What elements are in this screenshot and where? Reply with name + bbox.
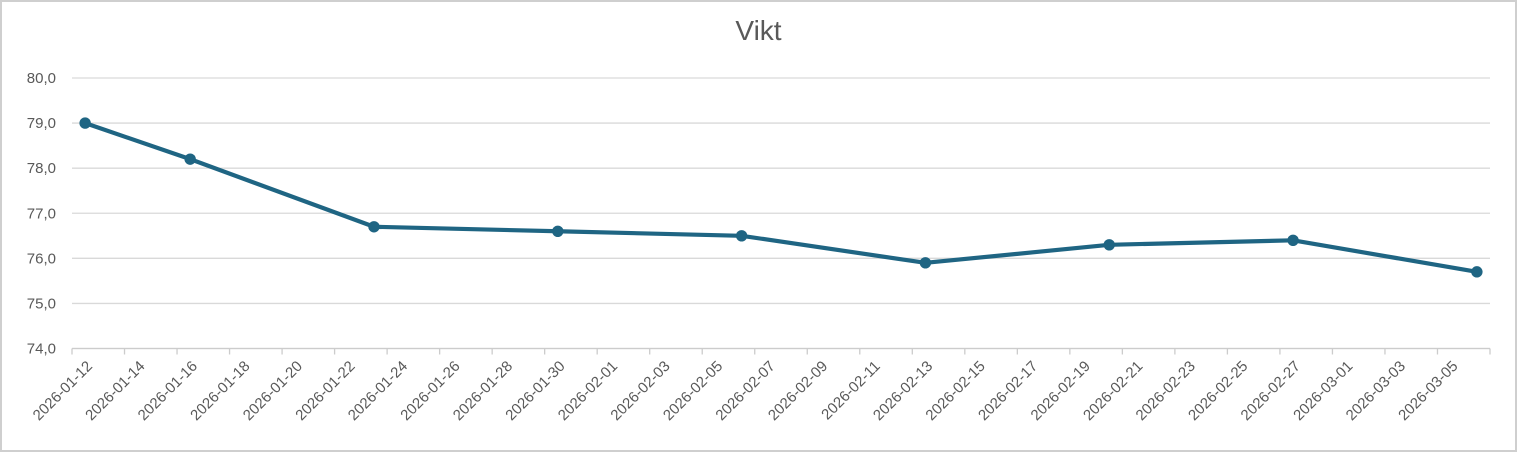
y-tick-label: 76,0 — [27, 250, 56, 267]
y-tick-label: 80,0 — [27, 70, 56, 87]
data-point — [552, 225, 564, 237]
y-tick-label: 79,0 — [27, 115, 56, 132]
y-tick-label: 74,0 — [27, 341, 56, 358]
y-tick-label: 75,0 — [27, 295, 56, 312]
data-point — [184, 153, 196, 165]
data-point — [368, 221, 380, 233]
data-point — [79, 117, 91, 129]
y-tick-label: 78,0 — [27, 160, 56, 177]
data-point — [1471, 266, 1483, 278]
y-tick-label: 77,0 — [27, 205, 56, 222]
data-point — [735, 230, 748, 242]
series-line-vikt — [83, 120, 1479, 274]
data-point — [1103, 239, 1115, 251]
data-point — [1287, 234, 1299, 246]
data-point — [919, 257, 932, 269]
